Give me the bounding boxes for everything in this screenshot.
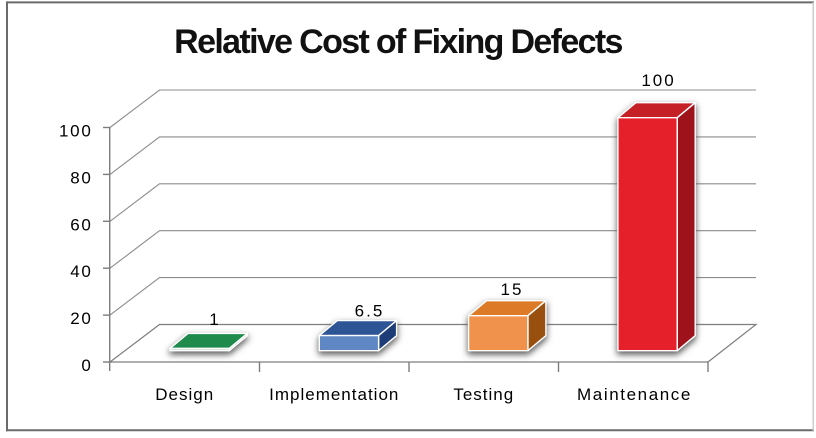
svg-text:40: 40 [70,262,92,281]
svg-text:60: 60 [70,215,92,234]
svg-text:20: 20 [70,309,92,328]
svg-text:Maintenance: Maintenance [577,385,692,404]
svg-text:80: 80 [70,168,92,187]
svg-text:100: 100 [641,71,675,90]
svg-text:Testing: Testing [453,385,514,404]
svg-text:Relative Cost of Fixing Defect: Relative Cost of Fixing Defects [174,23,622,61]
svg-text:15: 15 [501,280,524,299]
svg-text:6.5: 6.5 [355,302,385,321]
svg-text:Design: Design [155,385,214,404]
svg-text:100: 100 [59,122,92,141]
svg-text:0: 0 [81,356,92,375]
svg-text:1: 1 [209,310,220,329]
svg-text:Implementation: Implementation [269,385,399,404]
